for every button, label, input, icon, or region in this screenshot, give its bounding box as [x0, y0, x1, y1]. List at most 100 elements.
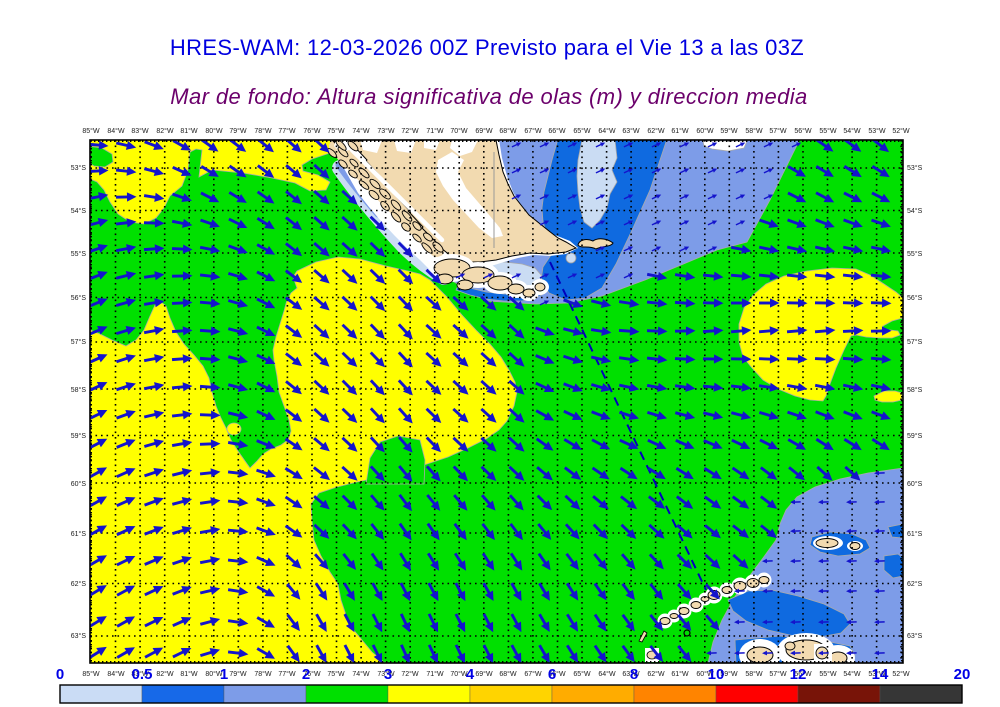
svg-text:56°W: 56°W — [794, 670, 812, 678]
svg-text:63°S: 63°S — [907, 632, 923, 640]
svg-text:79°W: 79°W — [229, 127, 247, 135]
svg-text:66°W: 66°W — [548, 670, 566, 678]
svg-text:60°S: 60°S — [71, 480, 87, 488]
svg-text:10: 10 — [708, 666, 725, 683]
svg-text:77°W: 77°W — [278, 670, 296, 678]
svg-text:57°W: 57°W — [769, 127, 787, 135]
svg-text:52°W: 52°W — [892, 670, 910, 678]
svg-text:83°W: 83°W — [131, 670, 149, 678]
svg-text:57°W: 57°W — [769, 670, 787, 678]
svg-text:85°W: 85°W — [82, 127, 100, 135]
svg-text:84°W: 84°W — [107, 670, 125, 678]
svg-text:72°W: 72°W — [401, 670, 419, 678]
svg-text:3: 3 — [384, 666, 392, 683]
svg-text:82°W: 82°W — [156, 127, 174, 135]
svg-text:56°S: 56°S — [71, 294, 87, 302]
svg-text:78°W: 78°W — [254, 670, 272, 678]
svg-text:60°S: 60°S — [907, 480, 923, 488]
svg-text:66°W: 66°W — [548, 127, 566, 135]
svg-text:69°W: 69°W — [475, 670, 493, 678]
svg-text:56°S: 56°S — [907, 294, 923, 302]
svg-text:58°W: 58°W — [745, 127, 763, 135]
svg-text:14: 14 — [872, 666, 889, 683]
svg-text:59°S: 59°S — [907, 432, 923, 440]
svg-text:54°W: 54°W — [843, 670, 861, 678]
svg-text:12: 12 — [790, 666, 807, 683]
svg-text:58°S: 58°S — [71, 386, 87, 394]
svg-text:63°S: 63°S — [71, 632, 87, 640]
svg-text:53°S: 53°S — [71, 164, 87, 172]
svg-text:59°W: 59°W — [720, 127, 738, 135]
svg-text:0.5: 0.5 — [132, 666, 153, 683]
svg-text:62°W: 62°W — [647, 670, 665, 678]
svg-text:55°S: 55°S — [907, 250, 923, 258]
svg-text:57°S: 57°S — [71, 338, 87, 346]
svg-text:75°W: 75°W — [327, 670, 345, 678]
svg-text:54°W: 54°W — [843, 127, 861, 135]
svg-text:58°W: 58°W — [745, 670, 763, 678]
svg-text:62°W: 62°W — [647, 127, 665, 135]
svg-text:52°W: 52°W — [892, 127, 910, 135]
svg-text:60°W: 60°W — [696, 127, 714, 135]
svg-text:59°W: 59°W — [720, 670, 738, 678]
svg-text:20: 20 — [954, 666, 971, 683]
svg-text:72°W: 72°W — [401, 127, 419, 135]
svg-text:81°W: 81°W — [180, 127, 198, 135]
svg-text:53°W: 53°W — [868, 127, 886, 135]
svg-text:53°W: 53°W — [868, 670, 886, 678]
svg-text:55°S: 55°S — [71, 250, 87, 258]
svg-text:4: 4 — [466, 666, 475, 683]
svg-text:75°W: 75°W — [327, 127, 345, 135]
svg-text:57°S: 57°S — [907, 338, 923, 346]
svg-text:67°W: 67°W — [524, 127, 542, 135]
svg-text:61°S: 61°S — [71, 530, 87, 538]
svg-text:79°W: 79°W — [229, 670, 247, 678]
svg-text:84°W: 84°W — [107, 127, 125, 135]
svg-text:74°W: 74°W — [352, 127, 370, 135]
svg-text:70°W: 70°W — [450, 670, 468, 678]
svg-text:59°S: 59°S — [71, 432, 87, 440]
svg-text:70°W: 70°W — [450, 127, 468, 135]
svg-text:61°S: 61°S — [907, 530, 923, 538]
svg-text:62°S: 62°S — [907, 580, 923, 588]
svg-text:76°W: 76°W — [303, 670, 321, 678]
svg-text:56°W: 56°W — [794, 127, 812, 135]
svg-text:53°S: 53°S — [907, 164, 923, 172]
svg-text:80°W: 80°W — [205, 670, 223, 678]
svg-text:82°W: 82°W — [156, 670, 174, 678]
svg-text:74°W: 74°W — [352, 670, 370, 678]
svg-text:71°W: 71°W — [426, 670, 444, 678]
svg-text:81°W: 81°W — [180, 670, 198, 678]
svg-text:62°S: 62°S — [71, 580, 87, 588]
svg-text:71°W: 71°W — [426, 127, 444, 135]
svg-text:63°W: 63°W — [622, 127, 640, 135]
svg-text:73°W: 73°W — [377, 127, 395, 135]
svg-text:2: 2 — [302, 666, 310, 683]
svg-text:55°W: 55°W — [819, 127, 837, 135]
svg-text:64°W: 64°W — [598, 670, 616, 678]
svg-text:58°S: 58°S — [907, 386, 923, 394]
svg-text:54°S: 54°S — [71, 207, 87, 215]
svg-text:69°W: 69°W — [475, 127, 493, 135]
svg-text:77°W: 77°W — [278, 127, 296, 135]
svg-text:85°W: 85°W — [82, 670, 100, 678]
svg-text:0: 0 — [56, 666, 64, 683]
svg-text:60°W: 60°W — [696, 670, 714, 678]
svg-text:64°W: 64°W — [598, 127, 616, 135]
svg-text:80°W: 80°W — [205, 127, 223, 135]
svg-text:61°W: 61°W — [671, 127, 689, 135]
svg-text:65°W: 65°W — [573, 670, 591, 678]
svg-text:61°W: 61°W — [671, 670, 689, 678]
svg-text:68°W: 68°W — [499, 670, 517, 678]
svg-text:83°W: 83°W — [131, 127, 149, 135]
svg-text:8: 8 — [630, 666, 638, 683]
svg-text:78°W: 78°W — [254, 127, 272, 135]
svg-text:73°W: 73°W — [377, 670, 395, 678]
svg-text:68°W: 68°W — [499, 127, 517, 135]
svg-text:67°W: 67°W — [524, 670, 542, 678]
svg-text:6: 6 — [548, 666, 556, 683]
svg-text:1: 1 — [220, 666, 228, 683]
svg-text:76°W: 76°W — [303, 127, 321, 135]
svg-text:65°W: 65°W — [573, 127, 591, 135]
svg-text:55°W: 55°W — [819, 670, 837, 678]
